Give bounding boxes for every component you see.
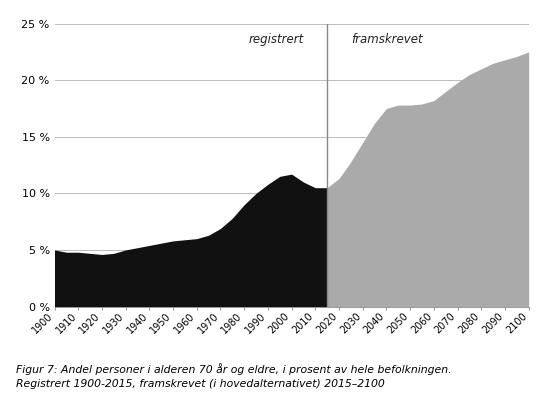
Text: framskrevet: framskrevet (351, 33, 422, 46)
Text: registrert: registrert (248, 33, 304, 46)
Text: Figur 7: Andel personer i alderen 70 år og eldre, i prosent av hele befolkningen: Figur 7: Andel personer i alderen 70 år … (16, 363, 452, 389)
